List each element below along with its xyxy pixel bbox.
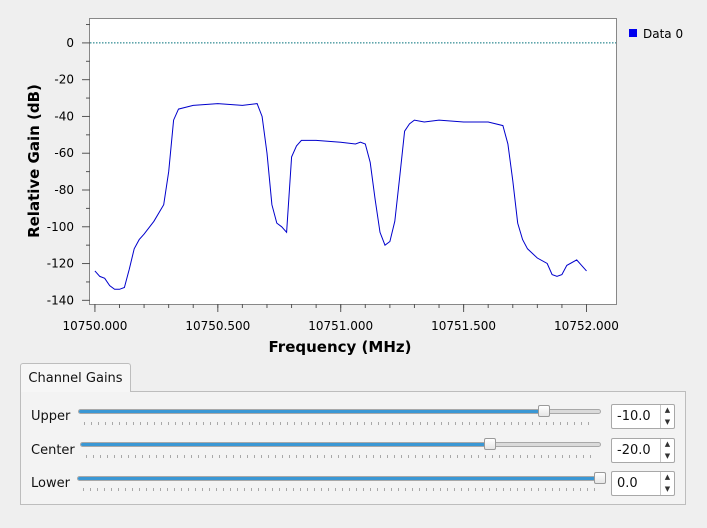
lower-value[interactable]: 0.0: [617, 476, 638, 491]
y-tick-label: -80: [54, 183, 74, 197]
spectrum-plot[interactable]: 0-20-40-60-80-100-120-140 10750.000 10750…: [0, 0, 707, 362]
y-tick-label: -20: [54, 73, 74, 87]
y-tick-label: -140: [47, 293, 74, 307]
arrow-up-icon[interactable]: ▲: [664, 406, 671, 414]
lower-slider-handle[interactable]: [594, 472, 606, 484]
upper-value[interactable]: -10.0: [617, 409, 651, 424]
upper-spinbox[interactable]: -10.0 ▲ ▼: [611, 404, 675, 429]
x-tick-label: 10751.500: [431, 319, 496, 333]
arrow-down-icon[interactable]: ▼: [664, 418, 671, 426]
y-tick-label: -40: [54, 109, 74, 123]
y-tick-label: -60: [54, 146, 74, 160]
arrow-up-icon[interactable]: ▲: [664, 440, 671, 448]
center-slider-fill: [81, 443, 491, 446]
x-axis: 10750.000 10750.500 10751.000 10751.500 1075…: [62, 304, 619, 333]
arrow-down-icon[interactable]: ▼: [664, 485, 671, 493]
lower-label: Lower: [31, 476, 70, 491]
x-axis-label: Frequency (MHz): [269, 338, 412, 356]
center-spinbox[interactable]: -20.0 ▲ ▼: [611, 438, 675, 463]
arrow-down-icon[interactable]: ▼: [664, 452, 671, 460]
upper-slider-ticks: [84, 422, 595, 425]
center-value[interactable]: -20.0: [617, 443, 651, 458]
lower-spinbox[interactable]: 0.0 ▲ ▼: [611, 471, 675, 496]
center-label: Center: [31, 443, 75, 458]
x-tick-label: 10750.500: [185, 319, 250, 333]
lower-slider-fill: [78, 477, 600, 480]
series-line-data-0: [94, 103, 587, 290]
y-tick-label: -120: [47, 257, 74, 271]
tab-channel-gains[interactable]: Channel Gains: [20, 363, 131, 392]
channel-gains-panel: Upper -10.0 ▲ ▼ Center -20.0 ▲ ▼ Lower 0…: [20, 391, 686, 505]
legend[interactable]: Data 0: [629, 27, 683, 41]
upper-slider-handle[interactable]: [537, 405, 550, 417]
x-tick-label: 10752.000: [554, 319, 619, 333]
upper-slider-fill: [79, 410, 544, 413]
arrow-up-icon[interactable]: ▲: [664, 473, 671, 481]
upper-slider[interactable]: [78, 405, 601, 417]
y-tick-label: 0: [66, 36, 74, 50]
lower-slider-ticks: [83, 488, 595, 491]
center-slider-handle[interactable]: [484, 438, 497, 450]
plot-canvas: [89, 18, 617, 305]
upper-label: Upper: [31, 409, 71, 424]
center-slider-ticks: [86, 455, 595, 458]
legend-entry-data-0[interactable]: Data 0: [643, 27, 683, 41]
y-axis: 0 -20 -40 -60 -80 -100 -120 -140: [47, 24, 90, 307]
center-slider[interactable]: [80, 438, 601, 450]
x-tick-label: 10751.000: [308, 319, 373, 333]
y-axis-label: Relative Gain (dB): [25, 84, 43, 238]
y-tick-label: -100: [47, 220, 74, 234]
legend-swatch-data-0: [629, 29, 637, 37]
lower-slider[interactable]: [77, 472, 606, 484]
plot-traces: [90, 42, 616, 290]
x-tick-label: 10750.000: [62, 319, 127, 333]
